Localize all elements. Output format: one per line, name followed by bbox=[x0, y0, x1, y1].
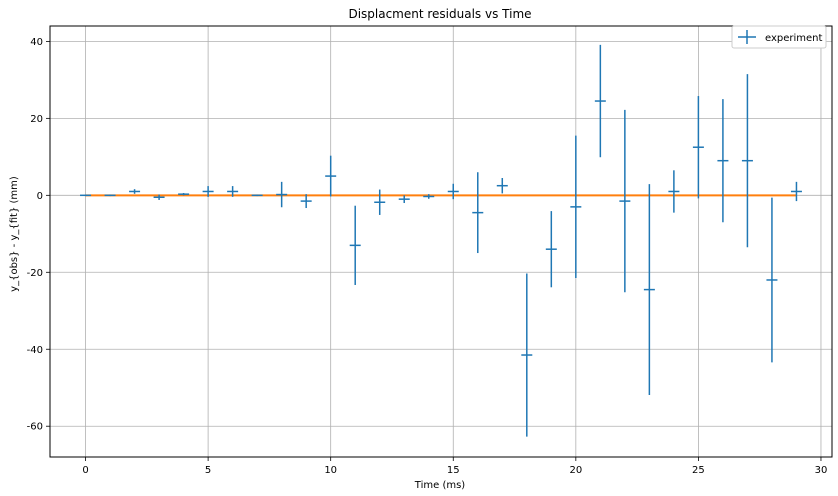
x-tick-label: 10 bbox=[324, 465, 337, 476]
chart-title: Displacment residuals vs Time bbox=[348, 7, 531, 21]
errorbar-point bbox=[178, 193, 190, 196]
errorbar-point bbox=[619, 109, 631, 293]
errorbar-point bbox=[276, 181, 288, 208]
x-tick-label: 20 bbox=[569, 465, 582, 476]
errorbar-point bbox=[325, 155, 337, 197]
errorbar-point bbox=[374, 189, 386, 215]
errorbar-point bbox=[251, 194, 263, 197]
errorbar-point bbox=[521, 273, 533, 437]
errorbar-point bbox=[472, 172, 484, 254]
y-tick-label: 20 bbox=[30, 114, 43, 125]
y-tick-label: -40 bbox=[27, 345, 43, 356]
errorbar-point bbox=[790, 181, 802, 202]
grid bbox=[50, 26, 832, 457]
errorbar-point bbox=[545, 211, 557, 288]
x-tick-label: 25 bbox=[692, 465, 705, 476]
x-tick-label: 0 bbox=[82, 465, 88, 476]
errorbar-point bbox=[129, 189, 141, 194]
legend-box bbox=[731, 25, 827, 49]
errorbar-point bbox=[227, 186, 239, 197]
plot-frame bbox=[49, 25, 833, 458]
y-tick-label: 0 bbox=[37, 191, 43, 202]
x-tick-label: 30 bbox=[815, 465, 828, 476]
y-tick-label: -60 bbox=[27, 422, 43, 433]
legend-marker-experiment bbox=[738, 30, 756, 44]
x-tick-label: 5 bbox=[205, 465, 211, 476]
errorbar-point bbox=[153, 194, 165, 200]
y-axis-ticks: -60 -40 -20 0 20 40 bbox=[27, 37, 50, 433]
x-axis-label: Time (ms) bbox=[414, 480, 466, 491]
errorbar-point bbox=[202, 186, 214, 197]
errorbar-point bbox=[300, 194, 312, 209]
errorbar-point bbox=[594, 44, 606, 158]
errorbar-marks bbox=[80, 44, 802, 437]
errorbar-point bbox=[692, 96, 704, 199]
errorbar-point bbox=[423, 194, 435, 199]
errorbar-point bbox=[349, 205, 361, 285]
errorbar-point bbox=[643, 184, 655, 396]
x-axis-ticks: 0 5 10 15 20 25 30 bbox=[82, 457, 827, 476]
y-axis-label: y_{obs} - y_{fit} (mm) bbox=[9, 176, 20, 292]
errorbar-point bbox=[447, 183, 459, 200]
errorbar-point bbox=[668, 170, 680, 213]
y-tick-label: -20 bbox=[27, 268, 43, 279]
x-tick-label: 15 bbox=[447, 465, 460, 476]
errorbar-point bbox=[717, 99, 729, 223]
errorbar-point bbox=[766, 197, 778, 363]
legend: experiment bbox=[731, 25, 827, 49]
legend-label-experiment: experiment bbox=[765, 33, 823, 44]
y-tick-label: 40 bbox=[30, 37, 43, 48]
errorbar-point bbox=[570, 135, 582, 279]
errorbar-point bbox=[496, 178, 508, 194]
errorbar-point bbox=[80, 194, 92, 197]
errorbar-point bbox=[104, 194, 116, 197]
errorbar-point bbox=[741, 74, 753, 248]
errorbar-point bbox=[398, 195, 410, 204]
